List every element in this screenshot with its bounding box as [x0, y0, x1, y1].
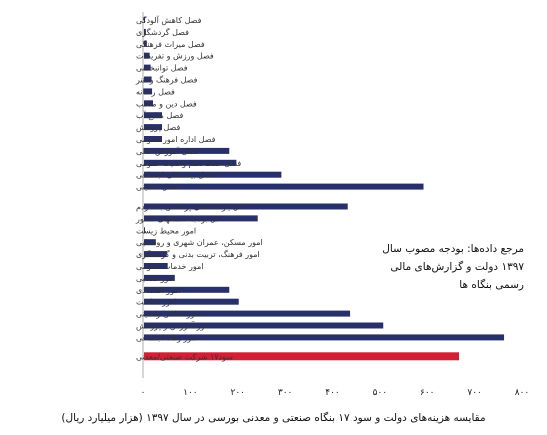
category-label: فصل گردشگری: [136, 27, 189, 37]
bar: [144, 147, 230, 154]
category-label: امور مسکن، عمران شهری و روستایی: [136, 238, 263, 247]
category-label: کل یارانه نقدی پرداختی به مردم: [136, 203, 243, 212]
bar: [144, 251, 167, 258]
x-tick-label: ۲۰۰: [230, 388, 245, 398]
chart-caption: مقایسه هزینه‌های دولت و سود ۱۷ بنگاه صنع…: [61, 412, 486, 424]
x-tick-label: ۰: [141, 388, 146, 398]
bar: [144, 286, 230, 293]
category-label: فصل کاهش آلودگی: [136, 15, 202, 25]
bar: [144, 52, 150, 59]
bar: [144, 263, 168, 269]
bar: [144, 112, 163, 119]
x-tick-label: ۴۰۰: [325, 388, 340, 398]
category-label: فصل آموزش عالی: [136, 146, 199, 156]
bar: [144, 159, 237, 166]
x-tick-label: ۶۰۰: [420, 388, 435, 398]
category-label: فصل دین و مذهب: [136, 99, 197, 108]
category-label: امور آموزش و پژوهش: [136, 321, 211, 331]
bar: [144, 124, 163, 131]
category-label: فصل حفظ نظم وامنیت عمومی: [136, 159, 241, 168]
bar: [144, 171, 282, 178]
x-tick-label: ۷۰۰: [467, 388, 482, 398]
note-line-2: ۱۳۹۷ دولت و گزارش‌های مالی: [390, 261, 524, 273]
category-label: فصل توانبخشی: [136, 64, 188, 73]
bar: [144, 183, 424, 190]
x-tick-label: ۸۰۰: [515, 388, 530, 398]
category-label: امور رفاه اجتماعی: [136, 333, 198, 342]
bar: [144, 215, 258, 222]
x-tick-label: ۵۰۰: [373, 388, 388, 398]
category-label: امور فرهنگ، تربیت بدنی و گردشگری: [136, 249, 260, 259]
bar: [144, 203, 348, 210]
x-tick-label: ۳۰۰: [278, 388, 293, 398]
bar: [144, 352, 460, 361]
note-line-3: رسمی بنگاه ها: [459, 279, 524, 291]
category-label: فصل ورزش و تفریحات: [136, 52, 214, 61]
category-label: فصل رسانه: [136, 87, 175, 96]
category-label: سود۱۷ شرکت صنعتی/معدنی: [136, 352, 233, 361]
category-label: امور اقتصادی: [136, 286, 181, 295]
category-label: امور سلامت: [136, 298, 177, 307]
category-label: فصل حمایتی: [136, 183, 179, 192]
category-label: فصل اداره امور عمومی: [136, 135, 216, 144]
bar: [144, 310, 351, 317]
bar: [144, 100, 154, 107]
category-label: فصل بیمه های اجتماعی: [136, 171, 215, 180]
bar: [144, 17, 145, 23]
data-source-note: مرجع داده‌ها: بودجه مصوب سال ۱۳۹۷ دولت و…: [298, 240, 524, 294]
category-label: فصل میراث فرهنگی: [136, 39, 205, 49]
x-tick-label: ۱۰۰: [183, 388, 198, 398]
bar: [144, 88, 153, 95]
bar: [144, 274, 175, 281]
bar: [144, 28, 146, 35]
bar: [144, 136, 163, 142]
category-label: فصل منابع آب: [136, 110, 183, 120]
bar: [144, 298, 239, 305]
category-label: فصل پژوهش: [136, 123, 180, 132]
bar: [144, 40, 147, 47]
category-label: فصل فرهنگ و هنر: [135, 75, 198, 85]
bar: [144, 334, 505, 341]
category-label: امور خدمات عمومی: [136, 262, 203, 271]
category-label: کل بودجه استانهای کشور: [135, 214, 220, 223]
category-label: امور قضایی: [136, 274, 175, 283]
bar: [144, 227, 145, 234]
bar: [144, 322, 384, 329]
note-line-1: مرجع داده‌ها: بودجه مصوب سال: [382, 243, 524, 255]
bar: [144, 76, 152, 83]
category-label: امور محیط زیست: [136, 226, 196, 235]
chart: فصل کاهش آلودگی فصل گردشگری فصل میراث فرهن…: [135, 12, 530, 398]
bar: [144, 239, 156, 246]
bar: [144, 64, 151, 71]
category-label: امور دفاعی وامنیتی: [136, 310, 201, 319]
